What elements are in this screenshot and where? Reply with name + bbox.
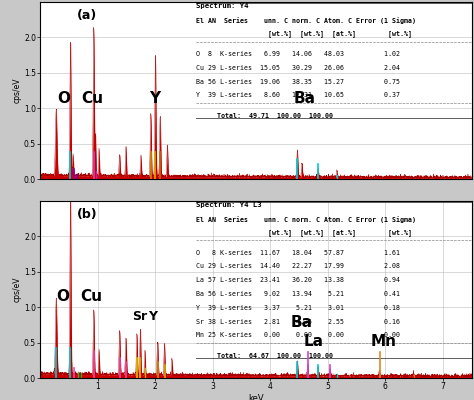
Text: Sr: Sr bbox=[132, 310, 147, 323]
Text: O: O bbox=[56, 289, 69, 304]
Text: Mn 25 K-series   0.00    0.00    0.00          0.00: Mn 25 K-series 0.00 0.00 0.00 0.00 bbox=[196, 332, 400, 338]
Text: O: O bbox=[57, 91, 71, 106]
Text: Y  39 L-series   3.37    5.21    3.01          0.18: Y 39 L-series 3.37 5.21 3.01 0.18 bbox=[196, 305, 400, 311]
Text: Ba 56 L-series   9.02   13.94    5.21          0.41: Ba 56 L-series 9.02 13.94 5.21 0.41 bbox=[196, 291, 400, 297]
Text: Sr 38 L-series   2.81    4.35    2.55          0.16: Sr 38 L-series 2.81 4.35 2.55 0.16 bbox=[196, 319, 400, 325]
Text: O   8 K-series  11.67   18.04   57.87          1.61: O 8 K-series 11.67 18.04 57.87 1.61 bbox=[196, 250, 400, 256]
Text: Spectrum: Y4 L3: Spectrum: Y4 L3 bbox=[196, 202, 261, 208]
Text: Total:  64.67  100.00  100.00: Total: 64.67 100.00 100.00 bbox=[217, 353, 333, 359]
Text: Y: Y bbox=[148, 310, 157, 323]
Text: Cu: Cu bbox=[81, 289, 102, 304]
Text: O  8  K-series   6.99   14.06   48.03          1.02: O 8 K-series 6.99 14.06 48.03 1.02 bbox=[196, 51, 400, 57]
Text: La 57 L-series  23.41   36.20   13.38          0.94: La 57 L-series 23.41 36.20 13.38 0.94 bbox=[196, 277, 400, 283]
Text: Cu: Cu bbox=[82, 91, 104, 106]
Text: Ba: Ba bbox=[291, 315, 312, 330]
Text: Spectrum: Y4: Spectrum: Y4 bbox=[196, 3, 248, 9]
Text: El AN  Series    unn. C norm. C Atom. C Error (1 Sigma): El AN Series unn. C norm. C Atom. C Erro… bbox=[196, 17, 416, 24]
Text: Ba 56 L-series  19.06   38.35   15.27          0.75: Ba 56 L-series 19.06 38.35 15.27 0.75 bbox=[196, 78, 400, 84]
Text: Cu 29 L-series  15.05   30.29   26.06          2.04: Cu 29 L-series 15.05 30.29 26.06 2.04 bbox=[196, 65, 400, 71]
X-axis label: keV: keV bbox=[248, 394, 264, 400]
Text: Y: Y bbox=[150, 91, 161, 106]
Y-axis label: cps/eV: cps/eV bbox=[12, 78, 21, 104]
Text: Cu 29 L-series  14.40   22.27   17.99          2.08: Cu 29 L-series 14.40 22.27 17.99 2.08 bbox=[196, 263, 400, 269]
Text: La: La bbox=[304, 334, 324, 349]
Text: [wt.%]  [wt.%]  [at.%]        [wt.%]: [wt.%] [wt.%] [at.%] [wt.%] bbox=[196, 30, 411, 37]
Text: [wt.%]  [wt.%]  [at.%]        [wt.%]: [wt.%] [wt.%] [at.%] [wt.%] bbox=[196, 229, 411, 236]
Text: (b): (b) bbox=[77, 208, 98, 221]
Text: (a): (a) bbox=[77, 9, 97, 22]
Text: Y  39 L-series   8.60   17.31   10.65          0.37: Y 39 L-series 8.60 17.31 10.65 0.37 bbox=[196, 92, 400, 98]
Y-axis label: cps/eV: cps/eV bbox=[12, 276, 21, 302]
Text: Mn: Mn bbox=[371, 334, 397, 349]
Text: El AN  Series    unn. C norm. C Atom. C Error (1 Sigma): El AN Series unn. C norm. C Atom. C Erro… bbox=[196, 216, 416, 223]
Text: Ba: Ba bbox=[293, 91, 315, 106]
Text: Total:  49.71  100.00  100.00: Total: 49.71 100.00 100.00 bbox=[217, 113, 333, 119]
